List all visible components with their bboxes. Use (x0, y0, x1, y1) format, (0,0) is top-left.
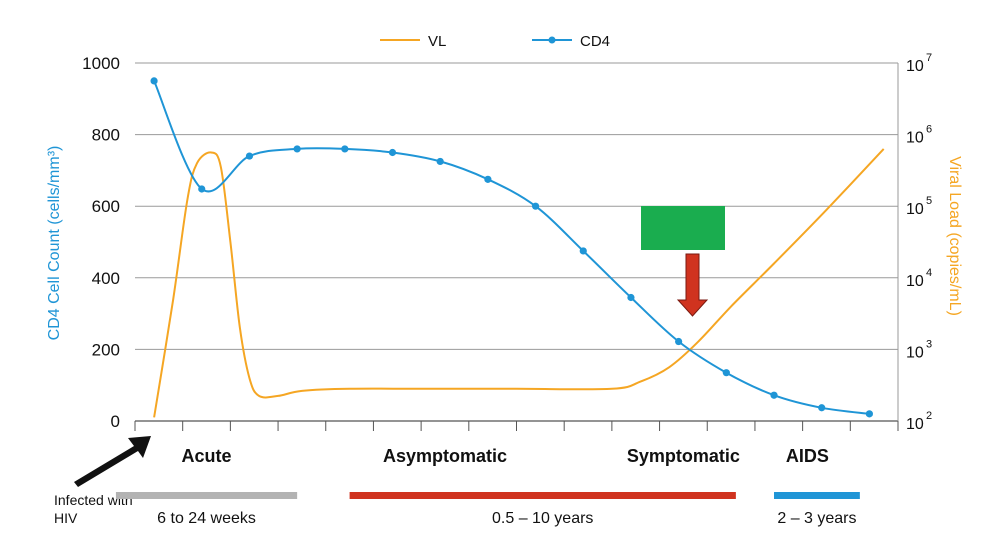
cd4-point (531, 202, 540, 210)
stage-duration: 6 to 24 weeks (157, 510, 256, 527)
vl-series (153, 148, 885, 418)
left-tick-label: 400 (92, 269, 120, 288)
left-tick-label: 200 (92, 340, 120, 359)
stage-bar (774, 492, 860, 499)
right-tick-exponent: 7 (926, 52, 932, 64)
cd4-point (388, 148, 397, 157)
stage-duration: 0.5 – 10 years (492, 510, 593, 527)
right-axis-label: Viral Load (copies/mL) (946, 156, 963, 316)
stage-bar (115, 492, 298, 499)
legend-marker (548, 36, 556, 44)
legend-label: CD4 (580, 33, 610, 50)
cd4-point (818, 404, 826, 412)
right-tick-base: 10 (906, 344, 924, 361)
cd4-point (484, 175, 492, 183)
left-tick-label: 800 (92, 126, 120, 145)
legend: VL CD4 (380, 33, 610, 50)
legend-label: VL (428, 33, 446, 50)
infected-label-line-2: HIV (54, 510, 78, 526)
right-tick-exponent: 5 (926, 195, 932, 207)
right-tick-label: 10 4 (906, 267, 932, 290)
left-tick-label: 1000 (82, 54, 120, 73)
cd4-point (579, 247, 587, 255)
stage-label: Acute (182, 446, 232, 466)
right-tick-base: 10 (906, 416, 924, 433)
cd4-line (153, 80, 870, 415)
right-tick-base: 10 (906, 273, 924, 290)
cd4-point (341, 145, 349, 153)
cd4-point (675, 337, 683, 346)
right-tick-label: 10 2 (906, 410, 932, 433)
cd4-point (198, 185, 206, 193)
cd4-point (436, 157, 444, 166)
left-tick-label: 0 (111, 412, 120, 431)
stages: Acute 6 to 24 weeks Asymptomatic 0.5 – 10 y… (115, 446, 860, 527)
legend-entry: CD4 (532, 33, 610, 50)
stage-label: Symptomatic (627, 446, 740, 466)
left-axis-ticks: 0 200 400 600 800 1000 (82, 54, 120, 431)
vl-line (153, 148, 885, 418)
cd4-point (722, 369, 730, 377)
cd4-point (245, 152, 254, 160)
red-down-arrow (676, 253, 709, 317)
infected-arrow (74, 436, 151, 487)
stage-label: AIDS (786, 446, 829, 466)
cd4-point (293, 145, 301, 153)
green-box (641, 206, 725, 250)
right-tick-exponent: 4 (926, 267, 932, 279)
right-tick-exponent: 6 (926, 124, 932, 136)
annotations: Infected with HIV (54, 206, 725, 526)
cd4-point (865, 410, 873, 418)
left-tick-label: 600 (92, 197, 120, 216)
gridlines (135, 62, 899, 422)
cd4-point (627, 293, 635, 302)
legend-entry: VL (380, 33, 446, 50)
stage-bar (349, 492, 736, 499)
right-tick-label: 10 6 (906, 124, 932, 147)
right-tick-label: 10 5 (906, 195, 932, 218)
cd4-point (770, 391, 778, 399)
x-axis (134, 421, 899, 431)
right-tick-label: 10 3 (906, 338, 932, 361)
stage-duration: 2 – 3 years (777, 510, 856, 527)
right-tick-label: 10 7 (906, 52, 932, 75)
right-tick-base: 10 (906, 58, 924, 75)
cd4-point (150, 77, 158, 85)
right-tick-base: 10 (906, 130, 924, 147)
infected-label-line-1: Infected with (54, 492, 133, 508)
cd4-series (150, 77, 873, 418)
left-axis-label: CD4 Cell Count (cells/mm³) (46, 146, 63, 341)
stage-label: Asymptomatic (383, 446, 507, 466)
right-tick-exponent: 2 (926, 410, 932, 422)
right-tick-base: 10 (906, 201, 924, 218)
right-tick-exponent: 3 (926, 338, 932, 350)
